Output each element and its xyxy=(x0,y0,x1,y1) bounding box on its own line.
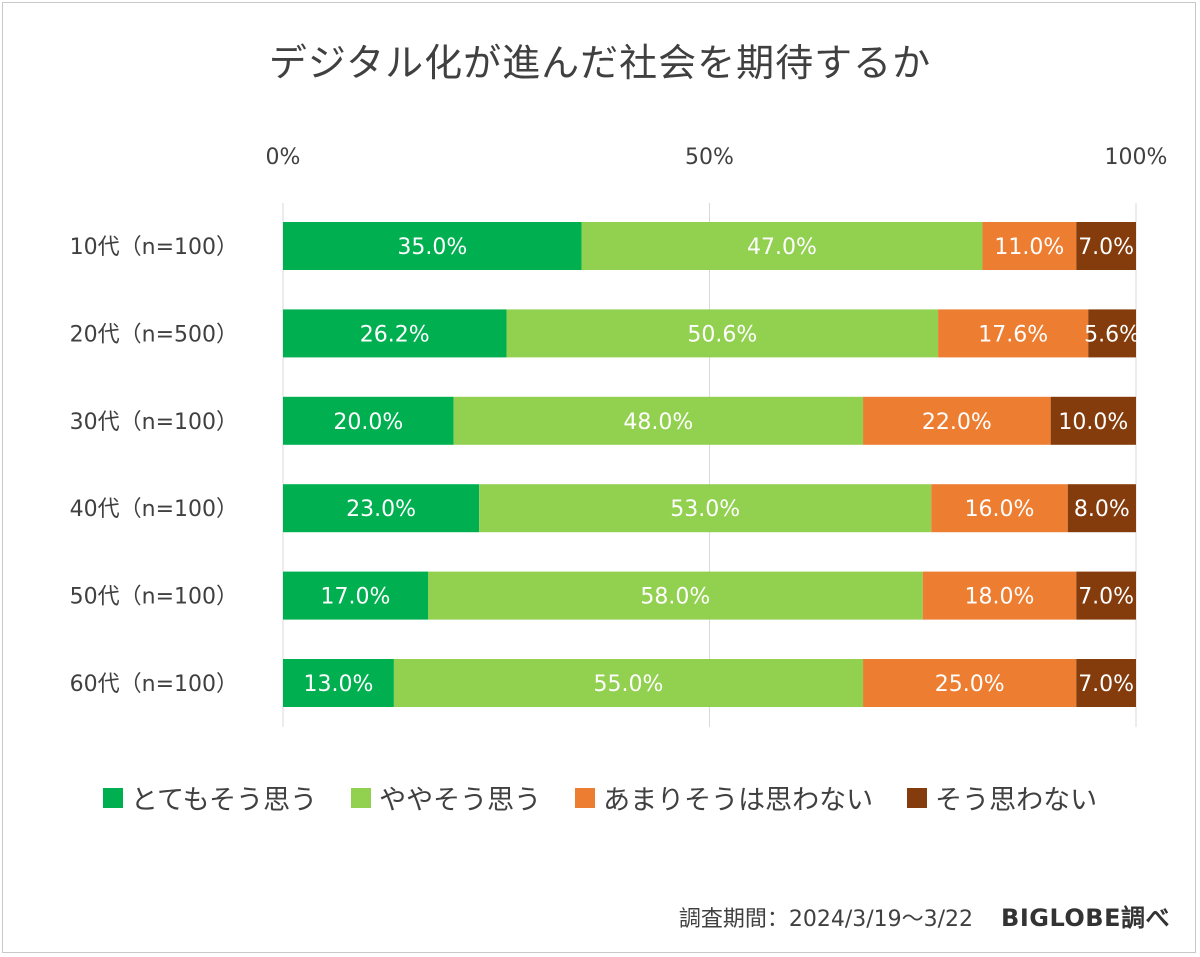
bar-0-series-3 xyxy=(1076,222,1136,270)
category-label-1: 20代（n=500） xyxy=(70,322,238,347)
data-label-2-0: 20.0% xyxy=(333,410,403,435)
legend-swatch-0 xyxy=(102,787,123,808)
bar-3-series-1 xyxy=(479,484,932,533)
data-label-4-3: 7.0% xyxy=(1078,585,1134,610)
data-label-1-3: 5.6% xyxy=(1084,322,1140,347)
bar-3-series-2 xyxy=(931,484,1068,533)
footer: 調査期間：2024/3/19～3/22 BIGLOBE調べ xyxy=(679,898,1170,933)
bar-4-series-3 xyxy=(1076,571,1136,620)
data-label-1-0: 26.2% xyxy=(360,322,430,347)
legend-label-3: そう思わない xyxy=(935,785,1098,816)
legend-item-0: とてもそう思う xyxy=(102,778,318,817)
bar-1-series-2 xyxy=(938,309,1089,358)
data-label-5-3: 7.0% xyxy=(1078,672,1134,697)
data-label-0-3: 7.0% xyxy=(1078,235,1134,260)
chart-title: デジタル化が進んだ社会を期待するか xyxy=(268,41,932,85)
bar-0-series-1 xyxy=(581,222,983,270)
bar-2-series-2 xyxy=(863,396,1051,445)
x-tick-label-50: 50% xyxy=(685,145,734,170)
bar-0-series-0 xyxy=(283,222,582,270)
data-label-2-3: 10.0% xyxy=(1058,410,1128,435)
legend-swatch-2 xyxy=(575,787,596,808)
data-label-2-2: 22.0% xyxy=(922,410,992,435)
bar-4-series-0 xyxy=(283,571,429,620)
legend-item-2: あまりそうは思わない xyxy=(575,778,873,817)
legend-swatch-3 xyxy=(907,787,928,808)
x-tick-label-0: 0% xyxy=(266,145,301,170)
bar-2-series-1 xyxy=(453,396,864,445)
data-label-3-1: 53.0% xyxy=(670,497,740,522)
bar-0-series-2 xyxy=(982,222,1077,270)
data-label-2-1: 48.0% xyxy=(623,410,693,435)
bar-2-series-3 xyxy=(1050,396,1136,445)
bar-2-series-0 xyxy=(283,396,454,445)
data-label-1-1: 50.6% xyxy=(687,322,757,347)
data-label-4-0: 17.0% xyxy=(321,585,391,610)
survey-period: 調査期間：2024/3/19～3/22 xyxy=(678,907,974,932)
data-label-5-1: 55.0% xyxy=(594,672,664,697)
data-label-0-0: 35.0% xyxy=(397,235,467,260)
category-label-2: 30代（n=100） xyxy=(70,410,238,435)
legend-label-0: とてもそう思う xyxy=(130,785,318,816)
legend-item-3: そう思わない xyxy=(907,778,1097,817)
bar-5-series-2 xyxy=(863,659,1077,707)
bar-1-series-1 xyxy=(506,309,939,358)
bar-3-series-3 xyxy=(1067,484,1136,533)
data-label-0-1: 47.0% xyxy=(747,235,817,260)
bar-5-series-3 xyxy=(1076,659,1136,707)
legend-label-1: ややそう思う xyxy=(379,785,542,816)
data-label-3-3: 8.0% xyxy=(1074,497,1130,522)
category-label-4: 50代（n=100） xyxy=(70,585,238,610)
bar-5-series-1 xyxy=(393,659,864,707)
data-label-5-2: 25.0% xyxy=(935,672,1005,697)
data-label-1-2: 17.6% xyxy=(978,322,1048,347)
bar-5-series-0 xyxy=(283,659,394,707)
data-label-3-2: 16.0% xyxy=(965,497,1035,522)
x-tick-label-100: 100% xyxy=(1105,145,1168,170)
data-label-4-1: 58.0% xyxy=(640,585,710,610)
legend-label-2: あまりそうは思わない xyxy=(603,785,874,816)
category-label-5: 60代（n=100） xyxy=(70,672,238,697)
data-label-4-2: 18.0% xyxy=(965,585,1035,610)
data-label-5-0: 13.0% xyxy=(303,672,373,697)
bar-3-series-0 xyxy=(283,484,480,533)
bar-1-series-3 xyxy=(1088,309,1136,358)
category-label-0: 10代（n=100） xyxy=(70,235,238,260)
legend-item-1: ややそう思う xyxy=(351,778,541,817)
chart-legend: とてもそう思う ややそう思う あまりそうは思わない そう思わない xyxy=(0,778,1200,817)
data-label-0-2: 11.0% xyxy=(994,235,1064,260)
bar-4-series-2 xyxy=(922,571,1077,620)
bar-1-series-0 xyxy=(283,309,507,358)
bar-4-series-1 xyxy=(428,571,923,620)
data-label-3-0: 23.0% xyxy=(346,497,416,522)
category-label-3: 40代（n=100） xyxy=(70,497,238,522)
legend-swatch-1 xyxy=(351,787,372,808)
brand-credit: BIGLOBE調べ xyxy=(1001,904,1170,932)
